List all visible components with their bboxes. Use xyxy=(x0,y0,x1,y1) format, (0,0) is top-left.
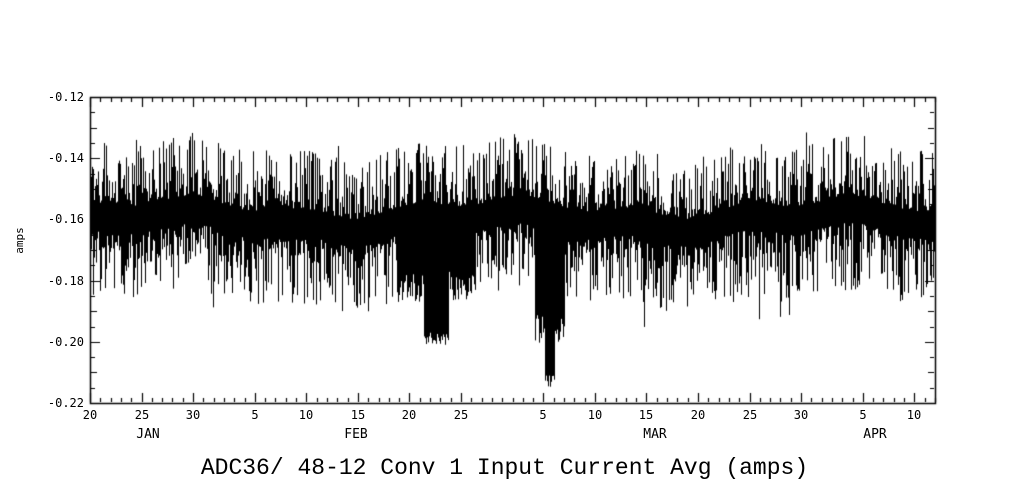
y-tick-label: -0.16 xyxy=(47,212,84,226)
y-tick-label: -0.20 xyxy=(47,335,84,349)
x-tick-label: 25 xyxy=(742,408,758,422)
x-tick-label: 25 xyxy=(134,408,150,422)
figure-caption: ADC36/ 48-12 Conv 1 Input Current Avg (a… xyxy=(200,455,809,481)
month-label: FEB xyxy=(344,427,368,442)
x-tick-label: 30 xyxy=(793,408,809,422)
y-tick-label: -0.18 xyxy=(47,274,84,288)
month-label: JAN xyxy=(136,427,160,442)
y-tick-label: -0.14 xyxy=(47,151,84,165)
y-tick-label: -0.12 xyxy=(47,90,84,104)
x-tick-label: 15 xyxy=(350,408,366,422)
month-label: MAR xyxy=(643,427,667,442)
x-tick-label: 30 xyxy=(185,408,201,422)
x-tick-label: 10 xyxy=(906,408,922,422)
x-tick-label: 10 xyxy=(298,408,314,422)
x-tick-label: 5 xyxy=(539,408,547,422)
x-tick-label: 20 xyxy=(690,408,706,422)
x-tick-label: 20 xyxy=(82,408,98,422)
month-label: APR xyxy=(863,427,887,442)
x-tick-label: 25 xyxy=(453,408,469,422)
x-tick-label: 10 xyxy=(587,408,603,422)
x-tick-label: 5 xyxy=(859,408,867,422)
x-tick-label: 20 xyxy=(401,408,417,422)
x-tick-label: 5 xyxy=(251,408,259,422)
y-axis-label: amps xyxy=(12,227,26,254)
y-tick-label: -0.22 xyxy=(47,396,84,410)
x-tick-label: 15 xyxy=(638,408,654,422)
